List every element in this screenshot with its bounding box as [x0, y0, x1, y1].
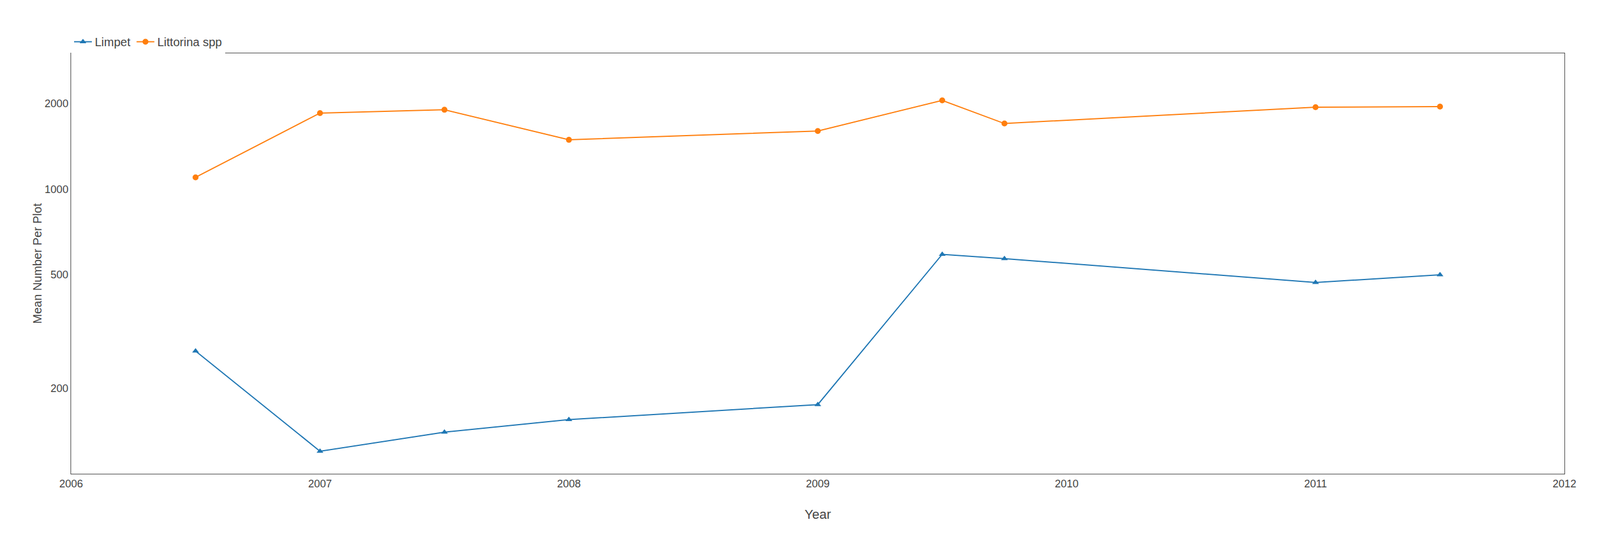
- svg-text:2009: 2009: [805, 478, 830, 491]
- svg-text:2006: 2006: [59, 478, 83, 491]
- svg-text:2007: 2007: [308, 478, 332, 491]
- svg-text:Year: Year: [804, 507, 831, 523]
- svg-text:2011: 2011: [1304, 478, 1328, 491]
- svg-text:2000: 2000: [44, 97, 69, 110]
- svg-text:200: 200: [50, 382, 69, 395]
- svg-text:2012: 2012: [1552, 478, 1577, 491]
- svg-text:1000: 1000: [44, 183, 69, 196]
- svg-text:Littorina spp: Littorina spp: [157, 35, 222, 49]
- svg-text:2008: 2008: [557, 478, 581, 491]
- svg-text:2010: 2010: [1054, 478, 1079, 491]
- svg-text:Limpet: Limpet: [94, 35, 131, 49]
- svg-text:500: 500: [50, 269, 69, 281]
- svg-text:Mean Number Per Plot: Mean Number Per Plot: [30, 203, 44, 325]
